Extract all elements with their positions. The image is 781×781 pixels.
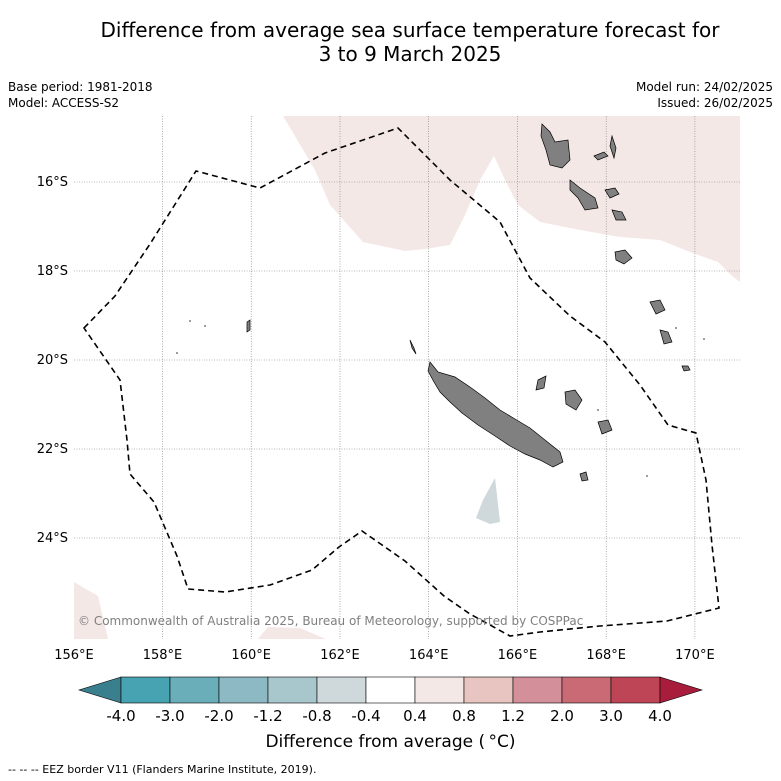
issued-date: Issued: 26/02/2025 — [657, 96, 773, 110]
lat-axis-labels: 16°S 18°S 20°S 22°S 24°S — [37, 175, 68, 546]
lon-label: 166°E — [498, 648, 538, 663]
lon-label: 168°E — [586, 648, 626, 663]
small-islets — [176, 320, 705, 477]
cool-anomaly-patch — [476, 478, 500, 524]
eez-border — [82, 127, 720, 637]
islet-dot — [646, 475, 648, 477]
islet-dot — [597, 409, 599, 411]
islet-dot — [675, 327, 677, 329]
lon-label: 156°E — [54, 648, 94, 663]
colorbar — [77, 676, 704, 704]
colorbar-segment — [610, 676, 661, 704]
espiritu-santo — [540, 123, 571, 169]
land-masses — [246, 123, 691, 482]
tanna — [649, 299, 666, 315]
colorbar-tick: 2.0 — [550, 707, 574, 725]
colorbar-extension-high — [659, 676, 704, 704]
warm-anomaly-region-north — [283, 116, 740, 282]
base-period: Base period: 1981-2018 — [8, 80, 153, 94]
colorbar-tick: -1.2 — [253, 707, 282, 725]
islet-dot — [176, 352, 178, 354]
colorbar-tick: 0.4 — [403, 707, 427, 725]
lon-label: 164°E — [409, 648, 449, 663]
lat-label: 16°S — [37, 175, 68, 190]
matthew-islet — [681, 365, 691, 372]
lat-label: 22°S — [37, 442, 68, 457]
colorbar-title: Difference from average ( °C) — [265, 732, 516, 752]
lifou — [564, 389, 583, 411]
colorbar-extension-low — [77, 676, 122, 704]
efate — [611, 209, 627, 221]
colorbar-segment — [218, 676, 269, 704]
colorbar-segment — [267, 676, 318, 704]
colorbar-tick: -3.0 — [155, 707, 184, 725]
lon-label: 158°E — [143, 648, 183, 663]
colorbar-tick: -0.8 — [302, 707, 331, 725]
malekula — [569, 179, 599, 211]
chesterfield-islet — [246, 319, 251, 333]
title-line-1: Difference from average sea surface temp… — [100, 18, 720, 42]
colorbar-segment — [365, 676, 416, 704]
lon-label: 170°E — [675, 648, 715, 663]
colorbar-segment — [120, 676, 171, 704]
meta-left: Base period: 1981-2018 Model: ACCESS-S2 — [8, 79, 153, 111]
colorbar-tick-labels: -4.0 -3.0 -2.0 -1.2 -0.8 -0.4 0.4 0.8 1.… — [106, 707, 672, 725]
lat-label: 18°S — [37, 264, 68, 279]
warm-anomaly-region-southwest — [74, 582, 108, 639]
islet-dot — [189, 320, 191, 322]
colorbar-segment — [463, 676, 514, 704]
copyright-notice: © Commonwealth of Australia 2025, Bureau… — [78, 614, 584, 628]
lat-label: 20°S — [37, 353, 68, 368]
belep-islands — [409, 339, 417, 355]
colorbar-segment — [561, 676, 612, 704]
colorbar-tick: -0.4 — [351, 707, 380, 725]
colorbar-tick: 1.2 — [501, 707, 525, 725]
colorbar-tick: 3.0 — [599, 707, 623, 725]
mare — [597, 419, 613, 435]
colorbar-segment — [414, 676, 465, 704]
colorbar-segment — [316, 676, 367, 704]
map-area — [74, 116, 740, 639]
meta-right: Model run: 24/02/2025 Issued: 26/02/2025 — [636, 79, 773, 111]
ambae — [593, 151, 609, 161]
warm-anomaly-region-south — [258, 627, 326, 639]
lat-label: 24°S — [37, 531, 68, 546]
pentecost — [609, 134, 617, 160]
lon-label: 162°E — [320, 648, 360, 663]
new-caledonia-grande-terre — [427, 361, 564, 468]
lon-axis-labels: 156°E 158°E 160°E 162°E 164°E 166°E 168°… — [54, 648, 714, 663]
islet-dot — [204, 325, 206, 327]
erromango — [614, 249, 633, 265]
colorbar-tick: 4.0 — [648, 707, 672, 725]
chart-title: Difference from average sea surface temp… — [60, 18, 760, 66]
islet-dot — [703, 338, 705, 340]
model-name: Model: ACCESS-S2 — [8, 96, 120, 110]
eez-legend-note: -- -- -- EEZ border V11 (Flanders Marine… — [8, 763, 317, 776]
colorbar-segment — [512, 676, 563, 704]
isle-of-pines — [579, 471, 589, 482]
ouvea — [535, 375, 547, 391]
colorbar-tick: -4.0 — [106, 707, 135, 725]
colorbar-tick: -2.0 — [204, 707, 233, 725]
model-run: Model run: 24/02/2025 — [635, 80, 773, 94]
ambrym — [604, 187, 620, 199]
lon-label: 160°E — [231, 648, 271, 663]
title-line-2: 3 to 9 March 2025 — [318, 42, 502, 66]
colorbar-segment — [169, 676, 220, 704]
gridlines — [74, 116, 740, 639]
colorbar-tick: 0.8 — [452, 707, 476, 725]
aneityum — [659, 329, 673, 345]
